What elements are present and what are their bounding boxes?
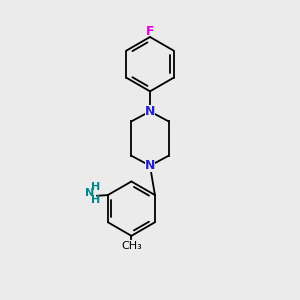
Text: N: N <box>145 105 155 118</box>
Text: F: F <box>146 25 154 38</box>
Text: N: N <box>145 159 155 172</box>
Text: N: N <box>85 188 94 198</box>
Text: CH₃: CH₃ <box>121 241 142 251</box>
Text: H: H <box>91 195 100 205</box>
Text: H: H <box>91 182 100 192</box>
